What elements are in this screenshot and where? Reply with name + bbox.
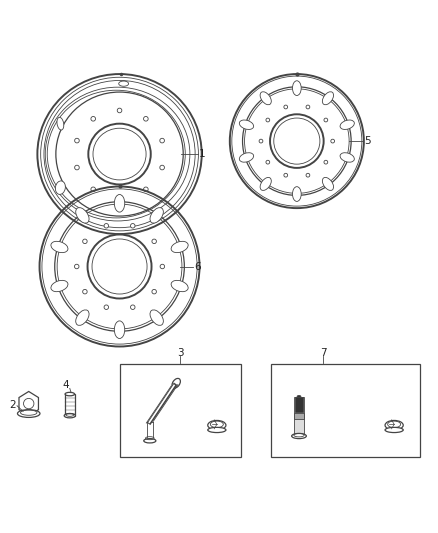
Circle shape <box>266 118 270 122</box>
Circle shape <box>104 223 109 228</box>
Ellipse shape <box>64 414 75 418</box>
Ellipse shape <box>114 195 125 212</box>
Text: 6: 6 <box>195 262 201 271</box>
Circle shape <box>306 105 310 109</box>
Circle shape <box>284 173 288 177</box>
Circle shape <box>131 223 135 228</box>
Circle shape <box>160 264 165 269</box>
Circle shape <box>91 117 95 121</box>
Ellipse shape <box>119 81 129 86</box>
Text: 7: 7 <box>320 348 326 358</box>
Ellipse shape <box>171 241 188 253</box>
Ellipse shape <box>88 124 151 184</box>
Circle shape <box>152 239 156 244</box>
Circle shape <box>266 160 270 164</box>
Ellipse shape <box>76 310 89 325</box>
Ellipse shape <box>76 208 89 223</box>
Circle shape <box>117 196 122 200</box>
Circle shape <box>324 118 328 122</box>
Ellipse shape <box>293 81 301 95</box>
Text: 1: 1 <box>199 149 206 159</box>
Circle shape <box>324 160 328 164</box>
Circle shape <box>152 289 156 294</box>
Ellipse shape <box>293 187 301 201</box>
Ellipse shape <box>239 153 254 162</box>
Ellipse shape <box>208 421 226 430</box>
Circle shape <box>74 264 79 269</box>
Circle shape <box>131 305 135 310</box>
Ellipse shape <box>297 395 301 398</box>
Ellipse shape <box>385 421 403 430</box>
Bar <box>120 364 240 457</box>
Text: 2: 2 <box>9 400 16 410</box>
Circle shape <box>83 289 87 294</box>
Circle shape <box>306 173 310 177</box>
Circle shape <box>160 165 164 170</box>
Text: 5: 5 <box>364 136 371 146</box>
Text: 3: 3 <box>177 348 184 358</box>
Ellipse shape <box>150 310 163 325</box>
Ellipse shape <box>340 120 354 130</box>
Ellipse shape <box>322 177 334 190</box>
Circle shape <box>117 108 122 113</box>
Ellipse shape <box>270 114 324 168</box>
Ellipse shape <box>340 153 354 162</box>
Ellipse shape <box>172 378 180 388</box>
Circle shape <box>74 165 79 170</box>
Ellipse shape <box>55 181 65 195</box>
Ellipse shape <box>260 177 271 190</box>
Circle shape <box>144 117 148 121</box>
Ellipse shape <box>18 410 40 417</box>
Ellipse shape <box>114 321 125 338</box>
Bar <box>294 397 304 437</box>
Circle shape <box>160 138 164 143</box>
Ellipse shape <box>144 439 156 443</box>
Ellipse shape <box>322 92 334 105</box>
Ellipse shape <box>385 427 403 433</box>
Ellipse shape <box>150 208 163 223</box>
Bar <box>294 414 304 418</box>
Ellipse shape <box>171 280 188 292</box>
Ellipse shape <box>292 433 306 439</box>
Bar <box>65 394 74 416</box>
Circle shape <box>259 139 263 143</box>
Circle shape <box>91 187 95 192</box>
Bar <box>295 397 303 412</box>
Ellipse shape <box>239 120 254 130</box>
Ellipse shape <box>88 235 152 298</box>
Circle shape <box>144 187 148 192</box>
Bar <box>271 364 420 457</box>
Ellipse shape <box>260 92 271 105</box>
Text: 4: 4 <box>62 381 69 390</box>
Circle shape <box>74 138 79 143</box>
Ellipse shape <box>51 241 68 253</box>
Circle shape <box>83 239 87 244</box>
Circle shape <box>284 105 288 109</box>
Ellipse shape <box>51 280 68 292</box>
Ellipse shape <box>57 117 64 130</box>
Ellipse shape <box>65 392 74 396</box>
Circle shape <box>331 139 335 143</box>
Circle shape <box>104 305 109 310</box>
Ellipse shape <box>208 427 226 433</box>
